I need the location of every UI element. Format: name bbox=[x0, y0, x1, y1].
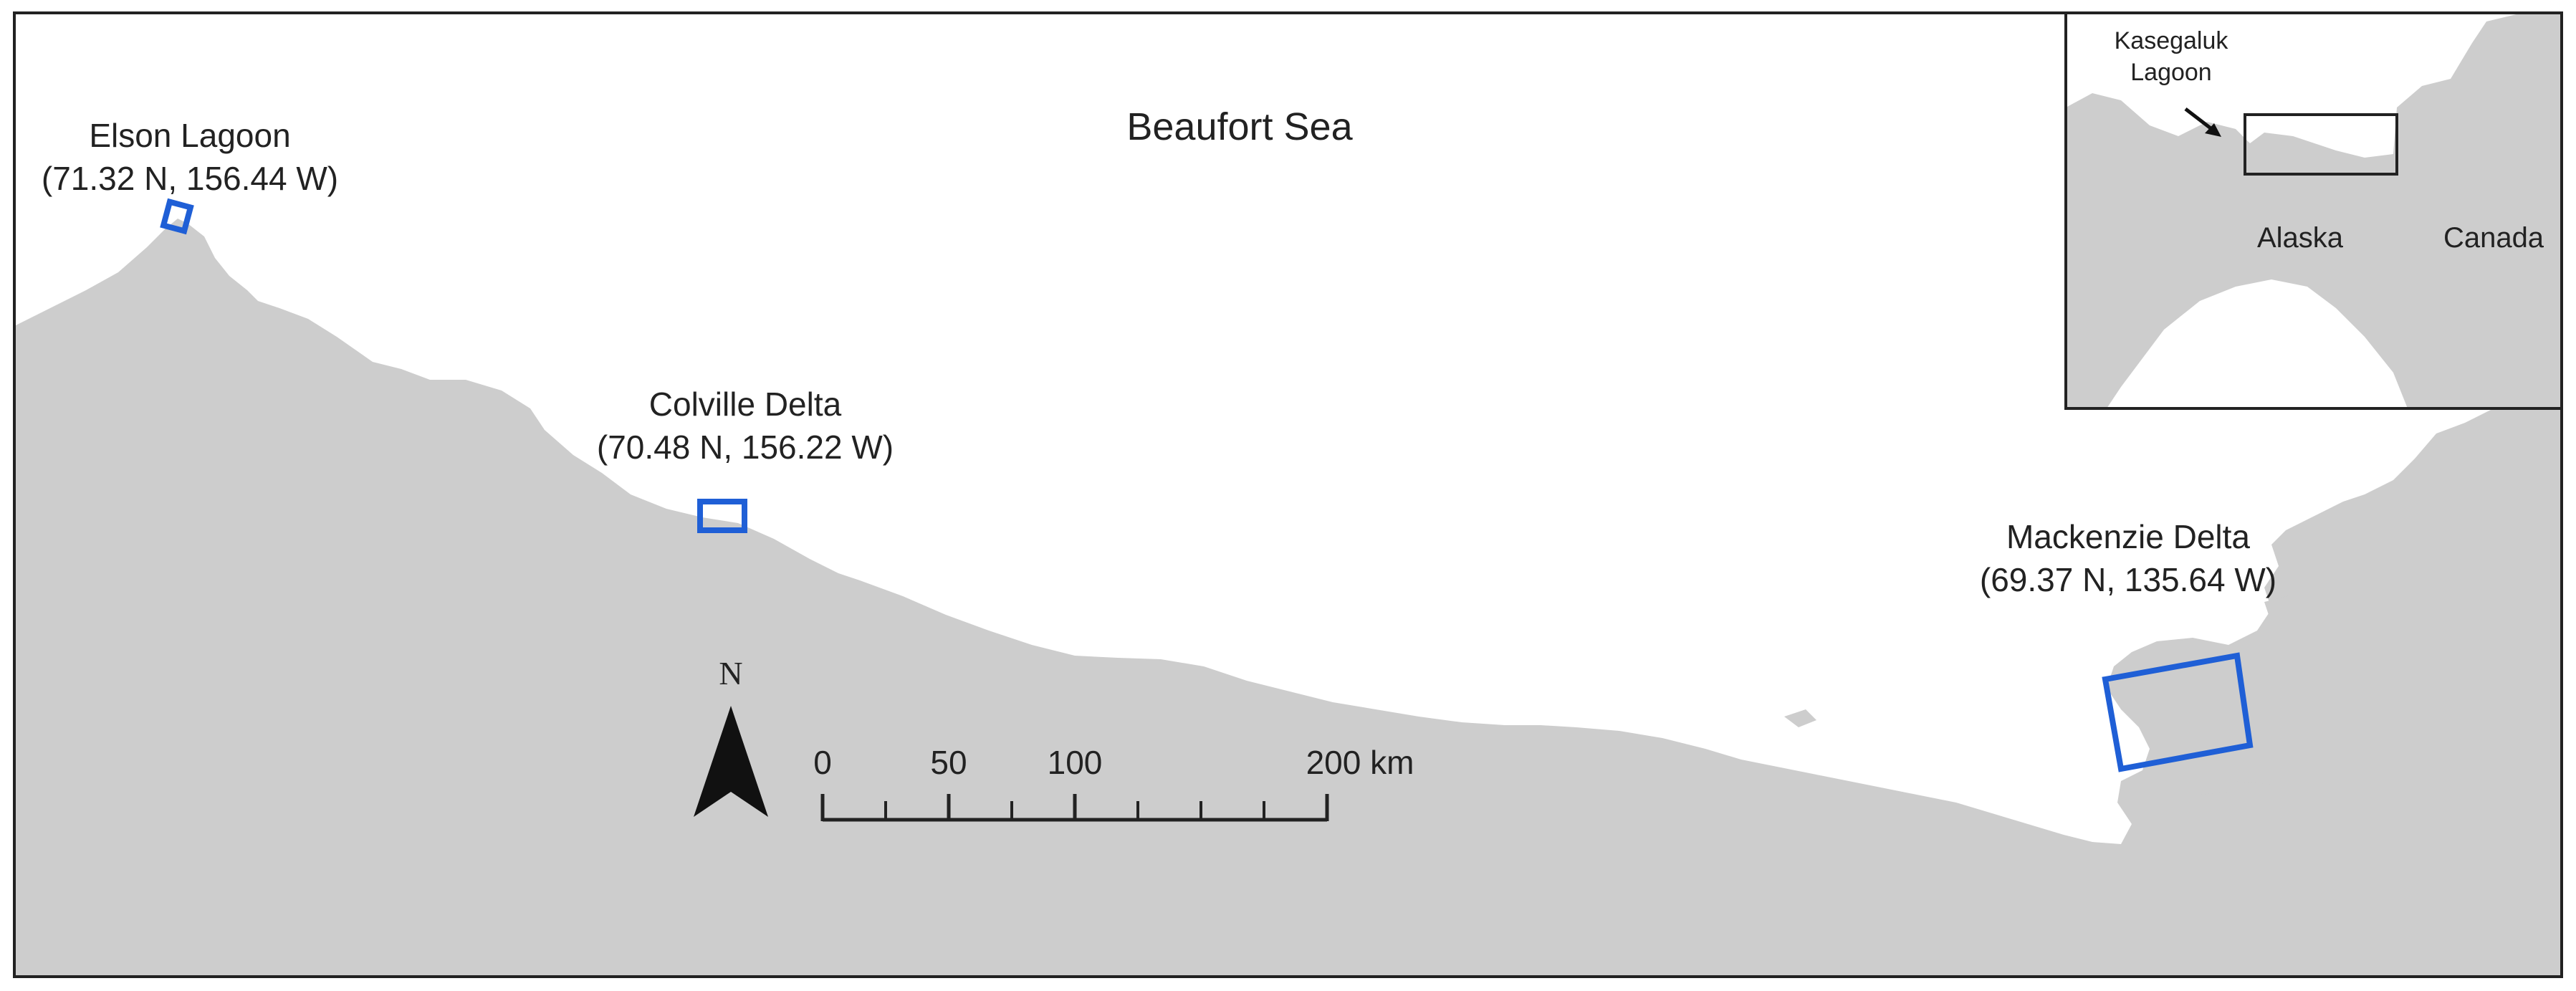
delta-islands bbox=[2193, 595, 2314, 813]
inset-study-extent bbox=[2244, 113, 2398, 176]
site-label-colville-name: Colville Delta bbox=[649, 386, 842, 423]
site-box-colville bbox=[697, 499, 747, 533]
site-label-mackenzie-name: Mackenzie Delta bbox=[2006, 518, 2250, 555]
north-arrow-icon bbox=[694, 706, 768, 817]
inset-lagoon-label-line2: Lagoon bbox=[2130, 59, 2211, 86]
scale-tick-100: 100 bbox=[1048, 744, 1103, 781]
inset-label-canada: Canada bbox=[2443, 222, 2544, 254]
inset-frame bbox=[2064, 11, 2563, 410]
inset-map: Kasegaluk Lagoon Alaska Canada bbox=[2064, 11, 2563, 410]
inset-lagoon-label-line1: Kasegaluk bbox=[2115, 27, 2229, 54]
site-box-mackenzie bbox=[2102, 652, 2254, 772]
sea-label: Beaufort Sea bbox=[1126, 105, 1353, 148]
north-label: N bbox=[719, 655, 742, 691]
scale-tick-50: 50 bbox=[930, 744, 967, 781]
site-label-colville-coords: (70.48 N, 156.22 W) bbox=[597, 429, 894, 466]
inset-land bbox=[2066, 13, 2562, 408]
site-label-elson-coords: (71.32 N, 156.44 W) bbox=[42, 160, 338, 197]
site-box-elson bbox=[160, 198, 194, 235]
land-mass bbox=[14, 219, 2562, 977]
scale-bar bbox=[820, 794, 1329, 822]
site-label-mackenzie-coords: (69.37 N, 135.64 W) bbox=[1980, 561, 2276, 598]
coastal-island bbox=[1784, 709, 1816, 727]
arrow-icon bbox=[2184, 107, 2221, 137]
inset-label-alaska: Alaska bbox=[2257, 222, 2344, 254]
site-label-elson-name: Elson Lagoon bbox=[89, 117, 290, 154]
scale-tick-200: 200 km bbox=[1306, 744, 1414, 781]
scale-tick-0: 0 bbox=[813, 744, 832, 781]
map-frame bbox=[13, 11, 2563, 978]
